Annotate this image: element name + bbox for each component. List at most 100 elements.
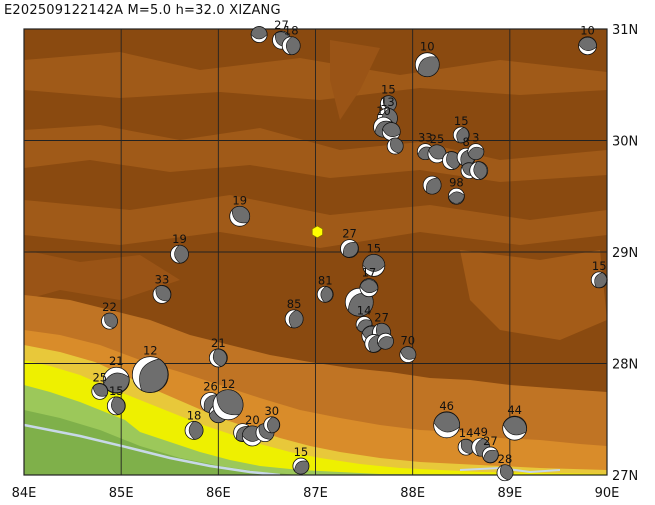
beachball-compression xyxy=(377,336,394,350)
beachball-compression xyxy=(390,137,404,154)
depth-label: 27 xyxy=(374,310,389,324)
beachball-compression xyxy=(428,144,447,160)
focal-mechanism: 21 xyxy=(208,336,228,368)
depth-label: 19 xyxy=(172,232,187,246)
beachball-compression xyxy=(104,312,118,329)
focal-mechanism: 12 xyxy=(131,344,169,394)
focal-mechanism: 33 xyxy=(152,272,172,304)
beachball-compression xyxy=(155,285,172,302)
beachball-compression xyxy=(400,346,417,360)
plain-dark-green xyxy=(24,410,300,475)
depth-label: 21 xyxy=(211,336,226,350)
depth-label: 26 xyxy=(203,380,218,394)
longitude-label: 86E xyxy=(206,486,231,501)
focal-mechanism: 27 xyxy=(340,227,359,259)
beachball-compression xyxy=(231,206,250,224)
depth-label: 33 xyxy=(155,272,170,286)
focal-mechanism xyxy=(469,161,489,181)
beachball-compression xyxy=(433,411,460,433)
epicenter-marker xyxy=(311,225,324,239)
beachball-compression xyxy=(483,449,499,463)
beachball-compression xyxy=(456,127,470,144)
depth-label: 28 xyxy=(498,452,513,466)
longitude-labels: 84E 85E 86E 87E 88E 89E 90E xyxy=(12,486,620,501)
depth-label: 33 xyxy=(418,131,433,145)
depth-label: 27 xyxy=(342,227,357,241)
depth-label: 27 xyxy=(483,434,498,448)
focal-mechanism xyxy=(250,26,268,43)
depth-label: 70 xyxy=(400,334,415,348)
focal-mechanism: 18 xyxy=(184,408,204,440)
beachball-compression xyxy=(320,286,333,303)
latitude-label: 31N xyxy=(612,23,638,38)
beachball-compression xyxy=(174,244,189,264)
longitude-label: 87E xyxy=(303,486,328,501)
focal-mechanism: 21 xyxy=(102,354,130,394)
depth-label: 20 xyxy=(245,413,260,427)
beachball-compression xyxy=(448,191,465,204)
beachball-compression xyxy=(285,36,301,56)
focal-mechanism xyxy=(386,137,404,155)
beachball-compression xyxy=(250,26,268,40)
latitude-label: 30N xyxy=(612,135,638,150)
depth-label: 17 xyxy=(362,266,377,280)
depth-label: 14 xyxy=(459,426,474,440)
river xyxy=(24,423,281,475)
depth-label: 10 xyxy=(580,24,595,38)
focal-mechanism: 98 xyxy=(447,175,465,205)
depth-label: 14 xyxy=(357,303,372,317)
focal-mechanism: 15 xyxy=(106,384,126,416)
beachball-compression xyxy=(111,396,126,416)
focal-mechanism: 28 xyxy=(496,452,514,482)
focal-mechanism: 44 xyxy=(502,403,528,441)
focal-mechanism: 19 xyxy=(170,232,189,264)
focal-mechanism xyxy=(422,175,442,195)
depth-label: 49 xyxy=(473,425,488,439)
beachball-compression xyxy=(382,122,401,137)
focal-mechanism: 15 xyxy=(452,114,470,144)
beachball-compression xyxy=(502,416,527,436)
depth-label: 12 xyxy=(143,344,158,358)
depth-label: 44 xyxy=(507,403,522,417)
plateau-texture xyxy=(330,40,380,120)
map-frame xyxy=(23,28,608,476)
focal-mechanism: 70 xyxy=(399,334,417,363)
beachball-compression xyxy=(473,161,488,180)
longitude-label: 90E xyxy=(595,486,620,501)
depth-label: 19 xyxy=(232,193,247,207)
focal-mechanism: 10 xyxy=(578,24,597,56)
longitude-label: 89E xyxy=(497,486,522,501)
beachball-compression xyxy=(103,372,130,393)
focal-mechanism: 18 xyxy=(281,24,301,56)
focal-mechanism: 19 xyxy=(229,193,251,227)
beachball-compression xyxy=(467,146,485,160)
depth-label: 15 xyxy=(109,384,124,398)
beachball-compression xyxy=(342,241,359,258)
beachball-compression xyxy=(212,348,228,367)
depth-label: 15 xyxy=(366,241,381,255)
beachball-compression xyxy=(92,383,108,397)
depth-label: 22 xyxy=(102,300,117,314)
depth-label: 18 xyxy=(187,408,202,422)
depth-label: 81 xyxy=(318,273,333,287)
depth-label: 12 xyxy=(221,377,236,391)
beachball-compression xyxy=(500,464,514,481)
focal-mechanism: 25 xyxy=(427,132,447,164)
focal-mechanism: 81 xyxy=(316,273,334,303)
depth-label: 46 xyxy=(439,399,454,413)
longitude-label: 85E xyxy=(109,486,134,501)
focal-mechanism: 25 xyxy=(91,370,109,400)
depth-label: 25 xyxy=(430,132,445,146)
focal-mechanism xyxy=(377,332,394,350)
depth-label: 98 xyxy=(449,175,464,189)
depth-label: 30 xyxy=(264,404,279,418)
beachball-compression xyxy=(288,309,304,329)
plateau-texture xyxy=(24,250,180,300)
focal-mechanism: 46 xyxy=(433,399,461,439)
focal-mechanism: 15 xyxy=(292,445,310,475)
focal-mechanism: 15 xyxy=(590,259,608,289)
focal-mechanism: 12 xyxy=(212,377,244,421)
focal-mechanism: 85 xyxy=(284,297,304,329)
depth-label: 27 xyxy=(274,18,289,32)
